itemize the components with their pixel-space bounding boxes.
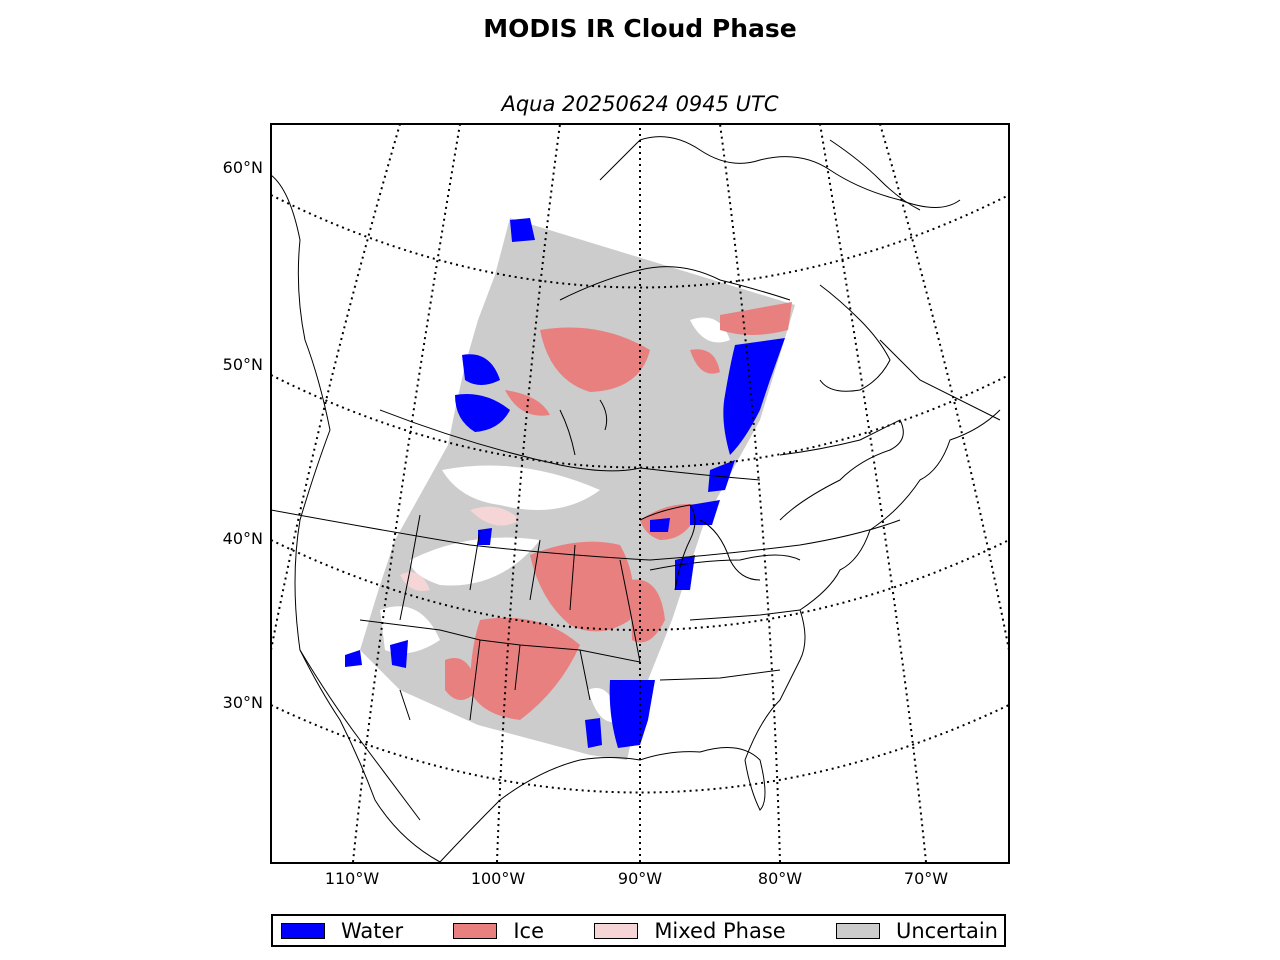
lon-label-90w: 90°W [617, 869, 663, 888]
map-subtitle: Aqua 20250624 0945 UTC [501, 92, 779, 116]
legend-swatch-mixed-phase [594, 922, 639, 939]
legend-label-uncertain: Uncertain [895, 918, 998, 943]
legend-item-ice: Ice [453, 919, 544, 943]
lon-label-100w: 100°W [470, 869, 526, 888]
legend-swatch-uncertain [835, 922, 880, 939]
legend-item-mixed-phase: Mixed Phase [594, 918, 786, 943]
ice-cloud-areas [445, 302, 792, 720]
lon-label-80w: 80°W [757, 869, 803, 888]
lon-label-70w: 70°W [903, 869, 949, 888]
map-outlines [271, 136, 1001, 863]
legend: Water Ice Mixed Phase Uncertain [271, 914, 1006, 947]
legend-item-water: Water [281, 919, 403, 943]
legend-label-mixed-phase: Mixed Phase [654, 918, 786, 943]
graticule-meridians [271, 124, 1009, 863]
lat-label-60n: 60°N [222, 158, 263, 177]
water-cloud-areas [345, 218, 785, 748]
mixed-phase-areas [400, 506, 520, 591]
legend-swatch-ice [453, 922, 498, 939]
legend-label-water: Water [341, 918, 404, 943]
lat-label-40n: 40°N [222, 529, 263, 548]
lat-label-50n: 50°N [222, 355, 263, 374]
map-title: MODIS IR Cloud Phase [483, 14, 797, 43]
graticule-parallels [271, 194, 1009, 794]
legend-item-uncertain: Uncertain [835, 918, 998, 943]
map-frame [270, 123, 1010, 864]
legend-label-ice: Ice [513, 918, 545, 943]
lat-label-30n: 30°N [222, 693, 263, 712]
lon-label-110w: 110°W [324, 869, 380, 888]
legend-swatch-water [281, 922, 325, 939]
